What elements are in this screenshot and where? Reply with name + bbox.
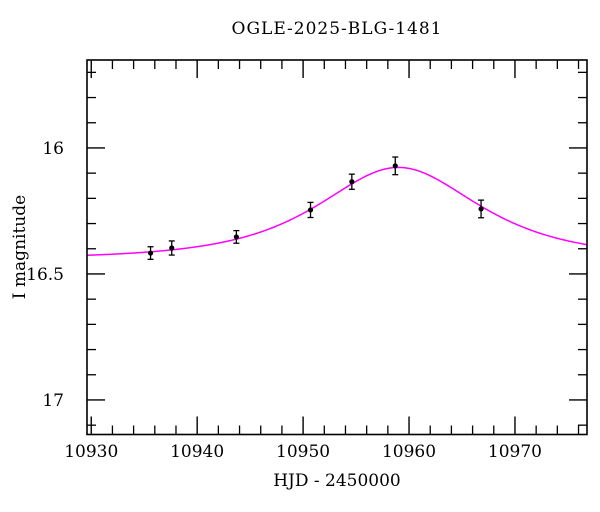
data-point-marker: [392, 163, 398, 169]
x-tick-label: 10930: [64, 442, 118, 462]
data-point-marker: [147, 250, 154, 256]
data-point-marker: [478, 206, 484, 212]
x-tick-label: 10970: [488, 442, 542, 462]
plot-frame: [86, 59, 588, 436]
x-tick-label: 10940: [170, 442, 224, 462]
x-axis-label: HJD - 2450000: [273, 471, 401, 491]
data-point-marker: [307, 207, 314, 213]
y-tick-label: 16: [42, 139, 64, 159]
model-curve: [87, 166, 587, 257]
data-point-marker: [349, 179, 355, 185]
data-point-marker: [169, 245, 175, 251]
x-tick-label: 10950: [276, 442, 330, 462]
chart-title: OGLE-2025-BLG-1481: [231, 19, 443, 39]
x-tick-label: 10960: [382, 442, 436, 462]
y-tick-label: 16.5: [26, 265, 64, 285]
y-tick-label: 17: [42, 391, 64, 411]
data-point-marker: [233, 234, 239, 240]
